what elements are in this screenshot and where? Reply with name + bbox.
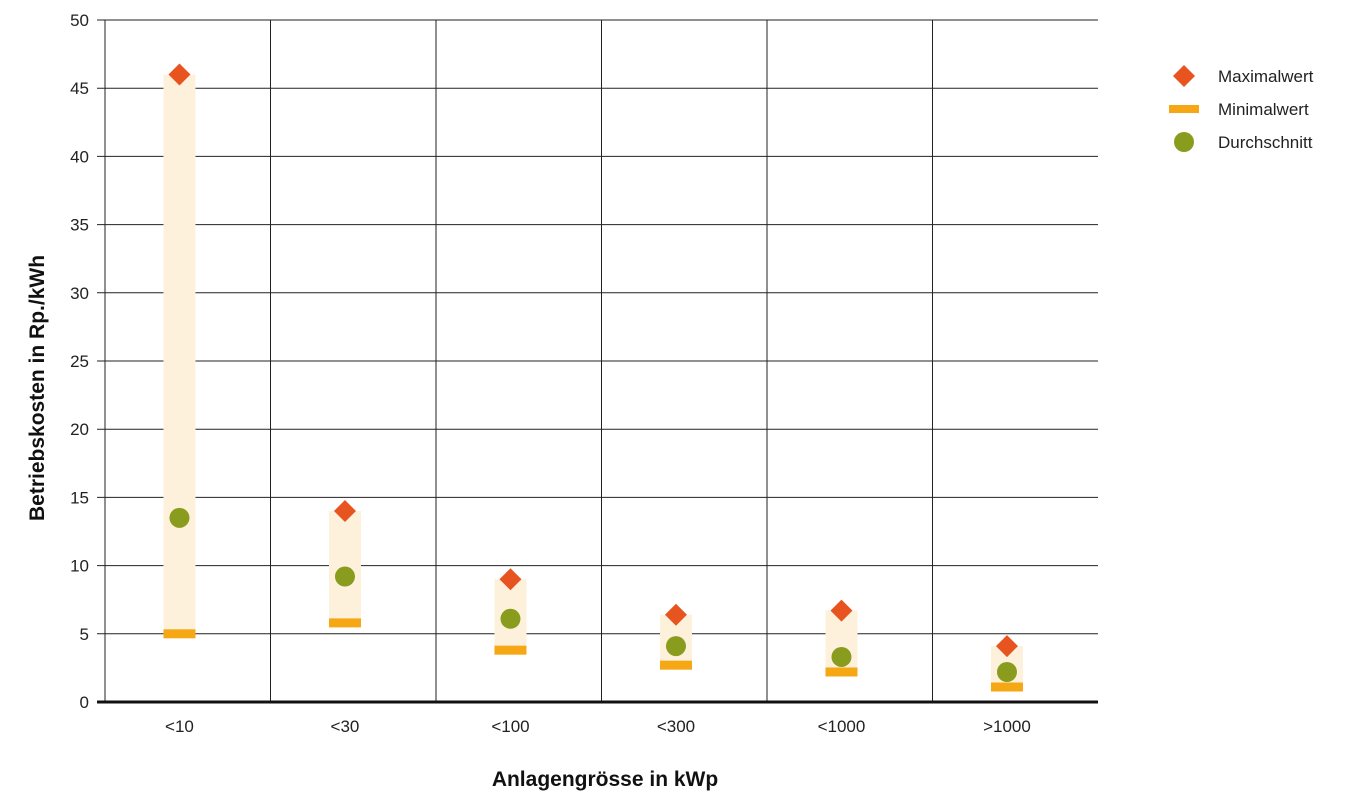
- average-marker: [831, 646, 852, 667]
- max-marker: [333, 500, 356, 523]
- x-tick-labels: <10 <30 <100 <300 <1000 >1000: [165, 717, 1031, 736]
- max-marker: [664, 603, 687, 626]
- min-marker: [990, 682, 1023, 692]
- x-tick-label: <10: [165, 717, 194, 736]
- y-tick-labels: 0 5 10 15 20 25 30 35 40 45 50: [70, 11, 89, 712]
- max-marker: [168, 63, 191, 86]
- legend-label: Maximalwert: [1218, 67, 1314, 86]
- average-marker: [334, 566, 355, 587]
- range-band: [163, 74, 196, 634]
- average-marker: [500, 608, 521, 629]
- legend-circle-symbol: [1174, 132, 1194, 152]
- y-tick-label: 20: [70, 420, 89, 439]
- y-tick-label: 35: [70, 216, 89, 235]
- y-tick-label: 10: [70, 557, 89, 576]
- y-tick-label: 15: [70, 488, 89, 507]
- legend-bar-symbol: [1169, 105, 1199, 113]
- legend: Maximalwert Minimalwert Durchschnitt: [1169, 65, 1314, 152]
- min-marker: [659, 660, 692, 670]
- max-marker: [830, 599, 853, 622]
- min-marker: [328, 618, 361, 628]
- y-tick-label: 5: [80, 625, 89, 644]
- min-marker: [163, 629, 196, 639]
- average-marker: [996, 661, 1017, 682]
- x-tick-label: <1000: [818, 717, 866, 736]
- x-tick-label: <300: [657, 717, 695, 736]
- legend-diamond-symbol: [1173, 65, 1195, 87]
- x-tick-label: >1000: [983, 717, 1031, 736]
- x-axis-title: Anlagengrösse in kWp: [492, 768, 718, 791]
- max-marker: [995, 635, 1018, 658]
- x-tick-label: <30: [331, 717, 360, 736]
- y-tick-label: 45: [70, 79, 89, 98]
- average-marker: [169, 507, 190, 528]
- min-marker: [494, 645, 527, 655]
- legend-label: Minimalwert: [1218, 100, 1309, 119]
- y-tick-label: 0: [80, 693, 89, 712]
- average-marker: [665, 636, 686, 657]
- legend-label: Durchschnitt: [1218, 133, 1313, 152]
- max-marker: [499, 568, 522, 591]
- y-tick-label: 40: [70, 147, 89, 166]
- y-tick-label: 30: [70, 284, 89, 303]
- range-bands: [163, 74, 1023, 687]
- x-tick-label: <100: [491, 717, 529, 736]
- y-tick-label: 50: [70, 11, 89, 30]
- y-axis-title: Betriebskosten in Rp./kWh: [26, 255, 49, 521]
- y-tick-label: 25: [70, 352, 89, 371]
- grid: [97, 19, 1098, 704]
- data-marks: [163, 63, 1023, 692]
- min-marker: [825, 667, 858, 677]
